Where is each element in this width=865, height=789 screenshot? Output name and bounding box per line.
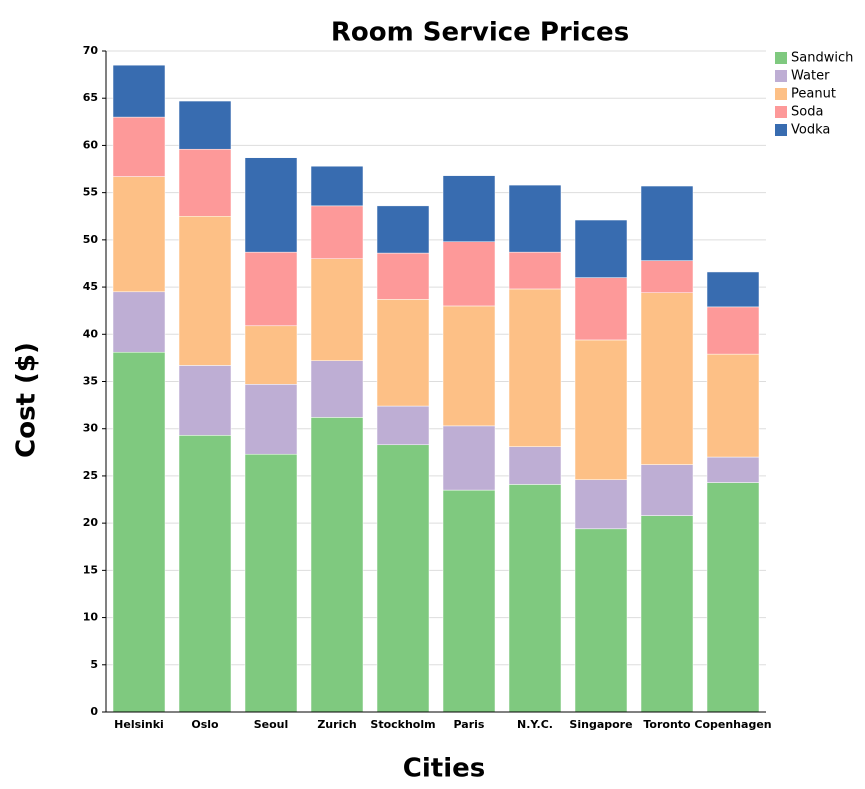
bar-segment: [442, 425, 496, 491]
y-tick-label: 0: [90, 705, 98, 718]
legend-swatch: [775, 88, 787, 100]
bar-segment: [376, 252, 430, 300]
bar-segment: [706, 271, 760, 308]
legend-label: Soda: [791, 105, 823, 120]
bar-segment: [508, 446, 562, 485]
bar-segment: [244, 325, 298, 385]
bar-segment: [376, 299, 430, 407]
bar-segment: [640, 260, 694, 293]
legend-swatch: [775, 124, 787, 136]
chart-title: Room Service Prices: [331, 18, 629, 48]
y-tick-label: 70: [83, 44, 99, 57]
bar-segment: [310, 258, 364, 361]
bar-segment: [178, 365, 232, 436]
y-axis-label: Cost ($): [12, 342, 42, 458]
x-tick-label: Helsinki: [114, 718, 164, 731]
bar-segment: [574, 528, 628, 713]
y-tick-label: 55: [83, 186, 98, 199]
legend-swatch: [775, 106, 787, 118]
bar-segment: [508, 288, 562, 447]
y-tick-label: 20: [83, 516, 99, 529]
bar-segment: [706, 456, 760, 483]
bar-segment: [640, 185, 694, 261]
bar-segment: [112, 351, 166, 713]
y-tick-label: 10: [83, 611, 99, 624]
bar-segment: [178, 148, 232, 217]
bar-segment: [178, 216, 232, 366]
bar-segment: [244, 384, 298, 455]
bar-segment: [574, 219, 628, 278]
y-tick-label: 25: [83, 469, 98, 482]
bar-segment: [112, 176, 166, 293]
bar-segment: [112, 291, 166, 353]
bar-segment: [508, 484, 562, 713]
bar-segment: [112, 116, 166, 177]
bar-segment: [706, 482, 760, 713]
x-tick-label: Oslo: [191, 718, 219, 731]
bar-segment: [508, 184, 562, 253]
bar-segment: [508, 251, 562, 290]
bar-segment: [178, 100, 232, 150]
legend-label: Sandwich: [791, 51, 853, 66]
x-tick-label: Copenhagen: [694, 718, 771, 731]
legend-swatch: [775, 70, 787, 82]
bar-segment: [442, 305, 496, 427]
legend-label: Peanut: [791, 87, 836, 102]
legend-swatch: [775, 52, 787, 64]
x-tick-label: N.Y.C.: [517, 718, 553, 731]
x-axis-label: Cities: [403, 754, 485, 784]
bar-segment: [310, 165, 364, 207]
bar-segment: [376, 444, 430, 713]
bar-segment: [244, 157, 298, 253]
bar-segment: [442, 175, 496, 242]
x-tick-label: Toronto: [643, 718, 691, 731]
x-tick-label: Stockholm: [370, 718, 435, 731]
x-tick-label: Paris: [454, 718, 485, 731]
bar-segment: [244, 251, 298, 327]
bar-segment: [574, 479, 628, 530]
y-tick-label: 30: [83, 422, 99, 435]
x-tick-label: Singapore: [569, 718, 632, 731]
bar-segment: [376, 205, 430, 254]
bar-segment: [574, 277, 628, 341]
bar-segment: [442, 241, 496, 307]
bar-segment: [706, 306, 760, 355]
legend-label: Vodka: [791, 123, 830, 138]
y-tick-label: 60: [83, 138, 99, 151]
bar-segment: [640, 464, 694, 516]
y-tick-label: 50: [83, 233, 99, 246]
legend-label: Water: [791, 69, 830, 84]
y-tick-label: 65: [83, 91, 98, 104]
bar-segment: [244, 453, 298, 713]
bar-segment: [640, 515, 694, 713]
bar-segment: [574, 339, 628, 480]
y-tick-label: 5: [90, 658, 98, 671]
bar-segment: [112, 64, 166, 118]
y-tick-label: 35: [83, 375, 98, 388]
x-tick-label: Zurich: [317, 718, 356, 731]
x-tick-label: Seoul: [254, 718, 289, 731]
y-tick-label: 45: [83, 280, 98, 293]
bar-segment: [376, 405, 430, 446]
bar-segment: [178, 435, 232, 713]
bar-segment: [310, 360, 364, 418]
y-tick-label: 40: [83, 327, 99, 340]
bar-segment: [442, 489, 496, 713]
bar-segment: [310, 417, 364, 713]
bar-segment: [310, 205, 364, 259]
bar-segment: [640, 292, 694, 465]
y-tick-label: 15: [83, 563, 98, 576]
bar-segment: [706, 353, 760, 458]
